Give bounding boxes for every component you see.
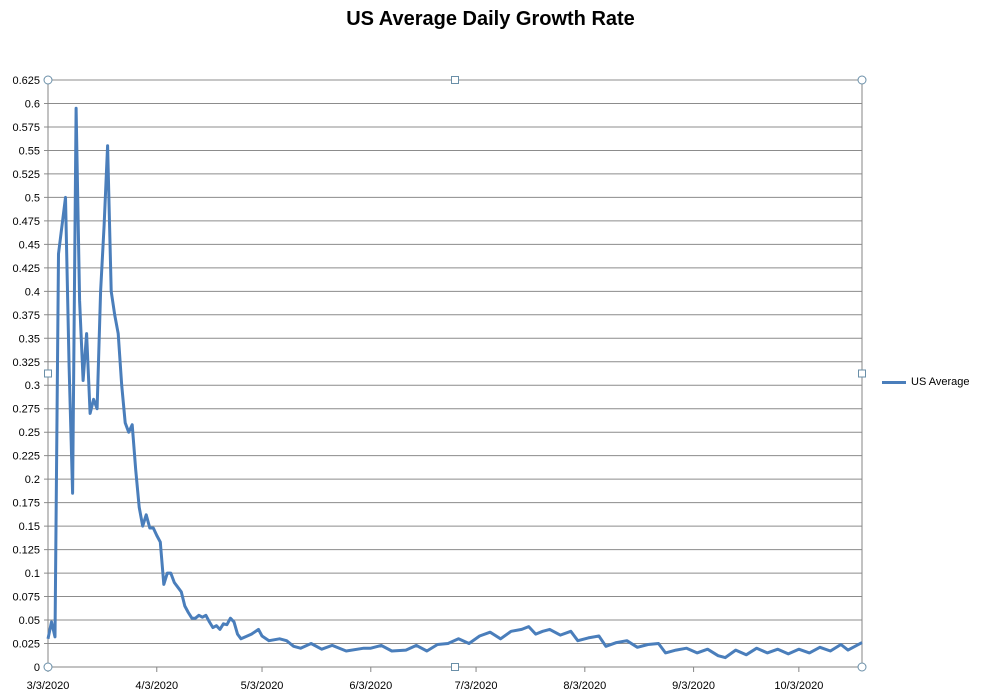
y-tick-label: 0.05 <box>19 615 40 627</box>
x-tick-label: 5/3/2020 <box>241 680 284 692</box>
y-tick-label: 0.1 <box>25 568 40 580</box>
resize-handle-corner <box>857 75 867 85</box>
y-tick-label: 0.6 <box>25 98 40 110</box>
legend: US Average <box>882 376 970 388</box>
y-tick-label: 0 <box>34 662 40 674</box>
y-tick-label: 0.475 <box>12 216 40 228</box>
resize-handle-corner <box>43 662 53 672</box>
y-tick-label: 0.175 <box>12 498 40 510</box>
resize-handle-side <box>451 76 459 84</box>
y-tick-label: 0.025 <box>12 639 40 651</box>
legend-swatch <box>882 380 906 384</box>
y-tick-label: 0.2 <box>25 474 40 486</box>
y-tick-label: 0.575 <box>12 122 40 134</box>
resize-handle-side <box>858 369 866 378</box>
x-tick-label: 4/3/2020 <box>135 680 178 692</box>
x-tick-label: 7/3/2020 <box>455 680 498 692</box>
y-tick-label: 0.125 <box>12 545 40 557</box>
y-tick-label: 0.35 <box>19 333 40 345</box>
y-tick-label: 0.55 <box>19 145 40 157</box>
y-tick-label: 0.525 <box>12 169 40 181</box>
x-tick-label: 10/3/2020 <box>774 680 823 692</box>
resize-handle-side <box>44 369 52 378</box>
y-tick-label: 0.45 <box>19 239 40 251</box>
x-tick-label: 8/3/2020 <box>563 680 606 692</box>
y-tick-label: 0.275 <box>12 404 40 416</box>
y-tick-label: 0.5 <box>25 192 40 204</box>
y-tick-label: 0.625 <box>12 75 40 87</box>
y-tick-label: 0.4 <box>25 286 40 298</box>
x-tick-label: 3/3/2020 <box>27 680 70 692</box>
y-tick-label: 0.425 <box>12 263 40 275</box>
resize-handle-corner <box>857 662 867 672</box>
y-tick-label: 0.25 <box>19 427 40 439</box>
x-tick-label: 9/3/2020 <box>672 680 715 692</box>
series-line-us-average <box>46 106 863 660</box>
y-tick-label: 0.375 <box>12 310 40 322</box>
y-tick-label: 0.225 <box>12 451 40 463</box>
legend-label: US Average <box>911 376 970 388</box>
y-tick-label: 0.3 <box>25 380 40 392</box>
chart-title: US Average Daily Growth Rate <box>346 8 635 30</box>
y-tick-label: 0.15 <box>19 521 40 533</box>
y-tick-label: 0.075 <box>12 592 40 604</box>
x-tick-label: 6/3/2020 <box>349 680 392 692</box>
resize-handle-side <box>451 663 459 671</box>
y-tick-label: 0.325 <box>12 357 40 369</box>
resize-handle-corner <box>43 75 53 85</box>
